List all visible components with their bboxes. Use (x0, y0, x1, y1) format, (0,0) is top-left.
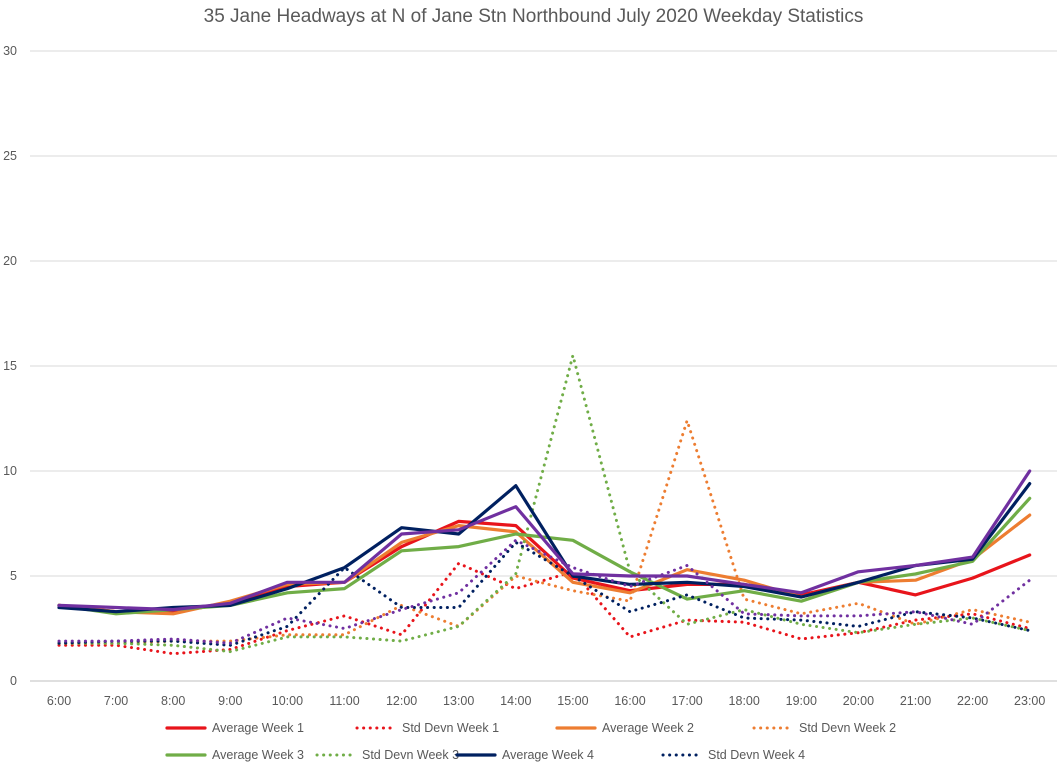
legend-label: Std Devn Week 4 (708, 748, 805, 762)
legend-label: Average Week 3 (212, 748, 304, 762)
series-line (57, 561, 1032, 656)
y-tick-label: 20 (3, 254, 17, 268)
legend-item: Std Devn Week 2 (752, 721, 896, 735)
legend-item: Average Week 4 (455, 748, 594, 762)
y-axis: 0 5 10 15 20 25 30 (3, 44, 17, 688)
y-tick-label: 0 (10, 674, 17, 688)
gridlines (30, 50, 1057, 682)
y-tick-label: 15 (3, 359, 17, 373)
series-average-week-4 (57, 482, 1032, 614)
y-tick-label: 10 (3, 464, 17, 478)
x-tick-label: 21:00 (900, 694, 931, 708)
series-line (57, 540, 1032, 647)
legend-item: Std Devn Week 3 (315, 748, 459, 762)
series-std-devn-week-4 (57, 540, 1032, 647)
chart-title: 35 Jane Headways at N of Jane Stn Northb… (203, 6, 864, 27)
legend-label: Average Week 4 (502, 748, 594, 762)
x-tick-label: 22:00 (957, 694, 988, 708)
legend-label: Average Week 2 (602, 721, 694, 735)
x-tick-label: 10:00 (272, 694, 303, 708)
x-tick-label: 12:00 (386, 694, 417, 708)
x-tick-label: 18:00 (729, 694, 760, 708)
x-tick-label: 16:00 (614, 694, 645, 708)
y-tick-label: 25 (3, 149, 17, 163)
x-tick-label: 11:00 (329, 694, 359, 708)
x-tick-label: 14:00 (500, 694, 531, 708)
y-tick-label: 30 (3, 44, 17, 58)
series-line (57, 469, 1032, 612)
series-line (57, 354, 1032, 654)
x-tick-label: 7:00 (104, 694, 128, 708)
series-std-devn-week-3 (57, 354, 1032, 654)
x-tick-label: 9:00 (218, 694, 242, 708)
legend-item: Std Devn Week 4 (661, 748, 805, 762)
x-tick-label: 20:00 (843, 694, 874, 708)
legend: Average Week 1 Std Devn Week 1 Average Wee… (165, 721, 896, 762)
x-tick-label: 8:00 (161, 694, 185, 708)
legend-label: Average Week 1 (212, 721, 304, 735)
legend-item: Std Devn Week 1 (355, 721, 499, 735)
x-tick-label: 15:00 (557, 694, 588, 708)
series-std-devn-week-1 (57, 561, 1032, 656)
legend-label: Std Devn Week 2 (799, 721, 896, 735)
x-tick-label: 17:00 (671, 694, 702, 708)
series-average-week-1 (57, 519, 1032, 614)
legend-item: Average Week 2 (555, 721, 694, 735)
legend-item: Average Week 3 (165, 748, 304, 762)
legend-label: Std Devn Week 1 (402, 721, 499, 735)
series-line (57, 538, 1032, 645)
series-std-devn-week-5 (57, 538, 1032, 645)
x-tick-label: 13:00 (443, 694, 474, 708)
x-tick-label: 19:00 (786, 694, 817, 708)
series-line (57, 419, 1032, 645)
series-line (57, 519, 1032, 614)
legend-item: Average Week 1 (165, 721, 304, 735)
x-axis: 6:00 7:00 8:00 9:00 10:00 11:00 12:00 13:00 14:0… (47, 694, 1046, 708)
x-tick-label: 23:00 (1014, 694, 1045, 708)
series-std-devn-week-2 (57, 419, 1032, 645)
series-lines (57, 354, 1032, 656)
legend-label: Std Devn Week 3 (362, 748, 459, 762)
series-line (57, 482, 1032, 614)
series-average-week-5 (57, 469, 1032, 612)
x-tick-label: 6:00 (47, 694, 71, 708)
y-tick-label: 5 (10, 569, 17, 583)
